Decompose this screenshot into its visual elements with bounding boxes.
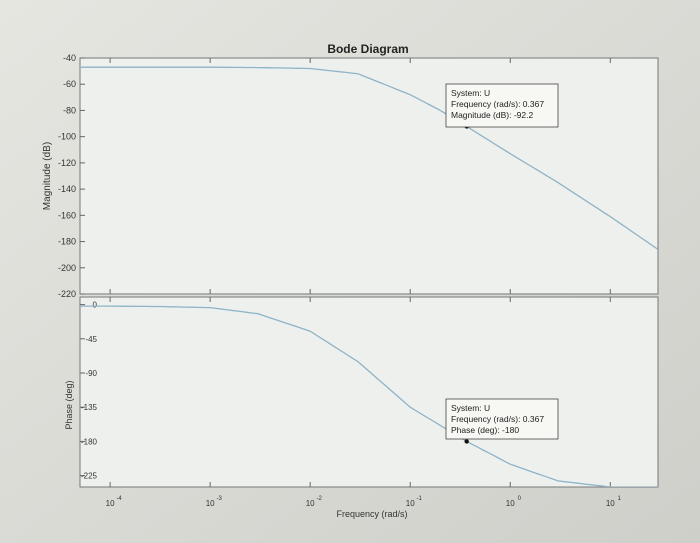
chart-title: Bode Diagram <box>327 42 408 56</box>
phase-datatip-line: System: U <box>451 403 490 413</box>
phase-y-tick-label: -135 <box>81 403 98 412</box>
magnitude-panel: -40 -60 -80 -100 -120 -140 -160 -180 -200 -220 Ma… <box>42 53 659 299</box>
phase-y-label: Phase (deg) <box>64 380 74 429</box>
magnitude-y-tick-label: -40 <box>63 53 76 63</box>
magnitude-y-label: Magnitude (dB) <box>42 142 53 210</box>
phase-y-tick-label: 0 <box>93 301 98 310</box>
phase-plot-area <box>79 296 659 488</box>
magnitude-y-tick-label: -160 <box>58 210 76 220</box>
phase-curve-group <box>80 305 658 487</box>
x-tick-label: 10 <box>106 499 115 508</box>
magnitude-y-tick-label: -100 <box>58 132 76 142</box>
magnitude-curve <box>80 66 658 250</box>
phase-datatip-line: Phase (deg): -180 <box>451 425 519 435</box>
x-tick-label: 10 <box>306 499 315 508</box>
magnitude-y-tick-label: -60 <box>63 79 76 89</box>
magnitude-datatip-line: Frequency (rad/s): 0.367 <box>451 99 544 109</box>
x-tick-exponent: -2 <box>317 496 323 502</box>
magnitude-y-ticks: -40 -60 -80 -100 -120 -140 -160 -180 -200 -220 <box>58 53 611 299</box>
magnitude-datatip-line: System: U <box>451 88 490 98</box>
phase-datatip-line: Frequency (rad/s): 0.367 <box>451 414 544 424</box>
x-tick-exponent: -4 <box>116 496 122 502</box>
magnitude-y-tick-label: -140 <box>58 184 76 194</box>
magnitude-plot-area <box>79 57 659 295</box>
phase-curve <box>80 305 658 487</box>
magnitude-y-tick-label: -80 <box>63 105 76 115</box>
phase-y-tick-label: -180 <box>81 437 98 446</box>
phase-y-tick-label: -45 <box>85 335 97 344</box>
phase-y-ticks: 0 -45 -90 -135 -180 -225 <box>80 297 611 487</box>
x-tick-label: 10 <box>406 499 415 508</box>
x-tick-exponent: 1 <box>618 496 622 502</box>
x-tick-label: 10 <box>506 499 515 508</box>
x-axis-label: Frequency (rad/s) <box>336 509 407 519</box>
phase-datatip-marker[interactable] <box>464 439 469 444</box>
x-tick-exponent: -3 <box>216 496 222 502</box>
phase-y-tick-label: -225 <box>81 472 98 481</box>
magnitude-y-tick-label: -180 <box>58 237 76 247</box>
magnitude-y-tick-label: -220 <box>58 289 76 299</box>
magnitude-curve-group <box>80 66 658 250</box>
phase-y-tick-label: -90 <box>85 369 97 378</box>
magnitude-datatip-line: Magnitude (dB): -92.2 <box>451 110 533 120</box>
x-tick-label: 10 <box>206 499 215 508</box>
magnitude-datatip-box[interactable] <box>445 83 559 128</box>
phase-panel: 0 -45 -90 -135 -180 -225 Phase (deg) System: … <box>64 296 659 488</box>
phase-datatip-box[interactable] <box>445 398 559 440</box>
x-tick-label: 10 <box>606 499 615 508</box>
x-ticks: 10 -4 10 -3 10 -2 10 -1 10 0 10 1 <box>106 496 622 508</box>
x-tick-exponent: 0 <box>518 496 522 502</box>
magnitude-y-tick-label: -120 <box>58 158 76 168</box>
magnitude-y-tick-label: -200 <box>58 263 76 273</box>
x-tick-exponent: -1 <box>417 496 423 502</box>
